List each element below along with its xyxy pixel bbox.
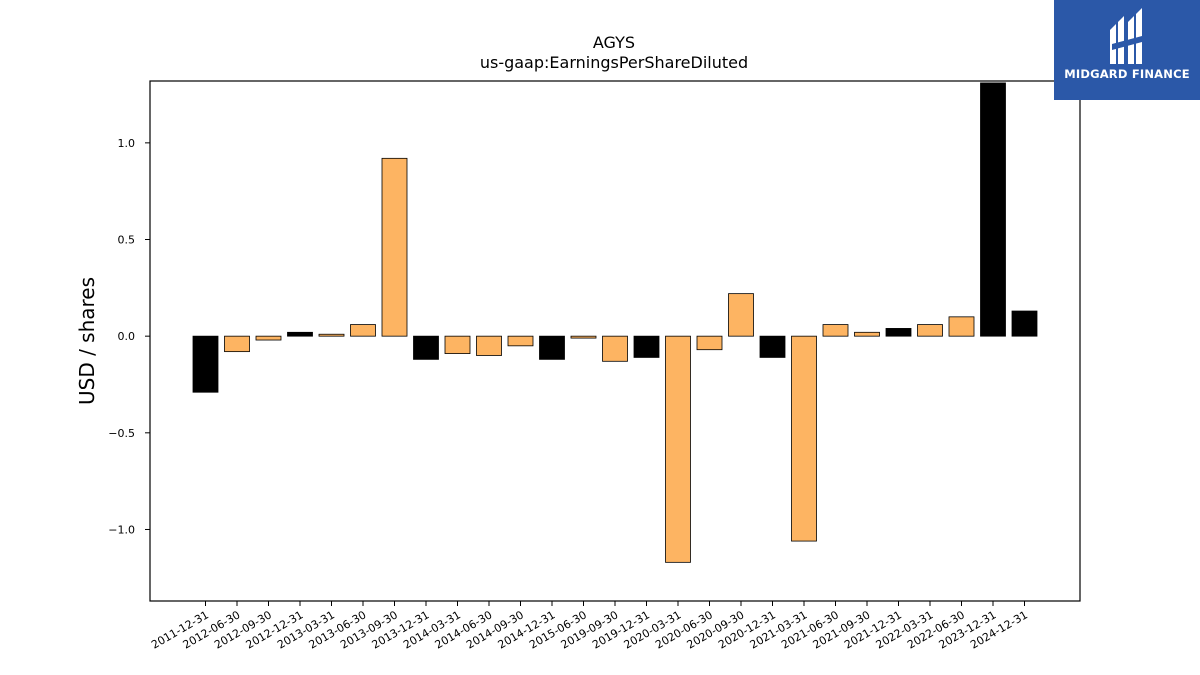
chart-subtitle: us-gaap:EarningsPerShareDiluted <box>480 53 748 72</box>
y-tick-label: 0.0 <box>118 330 136 343</box>
bar <box>728 293 754 337</box>
bar <box>507 335 534 347</box>
bar <box>948 316 975 337</box>
y-ticks: −1.0 −0.5 0.0 0.5 1.0 <box>108 137 150 536</box>
bar <box>665 335 691 563</box>
bar <box>822 324 849 337</box>
logo-text: MIDGARD FINANCE <box>1064 67 1190 81</box>
bar <box>885 328 912 337</box>
bar <box>602 335 628 362</box>
bar <box>759 335 786 358</box>
bar <box>570 335 597 339</box>
chart-title: AGYS <box>593 33 635 52</box>
bar <box>444 335 471 354</box>
bar <box>350 324 376 337</box>
bar <box>1011 310 1038 337</box>
company-logo: MIDGARD FINANCE <box>1054 0 1200 100</box>
plot-frame <box>149 80 1081 602</box>
y-tick-label: 0.5 <box>118 234 136 247</box>
bar <box>696 335 723 351</box>
bar <box>791 335 817 542</box>
x-ticks: 2011-12-312012-06-302012-09-302012-12-31… <box>149 601 1030 652</box>
bar <box>318 333 345 337</box>
bar <box>413 335 439 360</box>
bar <box>381 157 408 337</box>
midgard-logo-icon <box>1110 8 1142 64</box>
y-tick-label: −1.0 <box>108 523 135 536</box>
bar <box>854 331 880 337</box>
bar <box>224 335 250 353</box>
bar <box>287 331 313 337</box>
bar <box>917 324 943 337</box>
bar <box>980 82 1006 337</box>
bar <box>633 335 660 358</box>
y-axis-label: USD / shares <box>75 277 99 405</box>
bar <box>539 335 565 360</box>
bar <box>192 335 219 393</box>
y-tick-label: −0.5 <box>108 427 135 440</box>
bars <box>192 82 1038 563</box>
bar <box>476 335 502 356</box>
y-tick-label: 1.0 <box>118 137 136 150</box>
bar <box>255 335 282 341</box>
